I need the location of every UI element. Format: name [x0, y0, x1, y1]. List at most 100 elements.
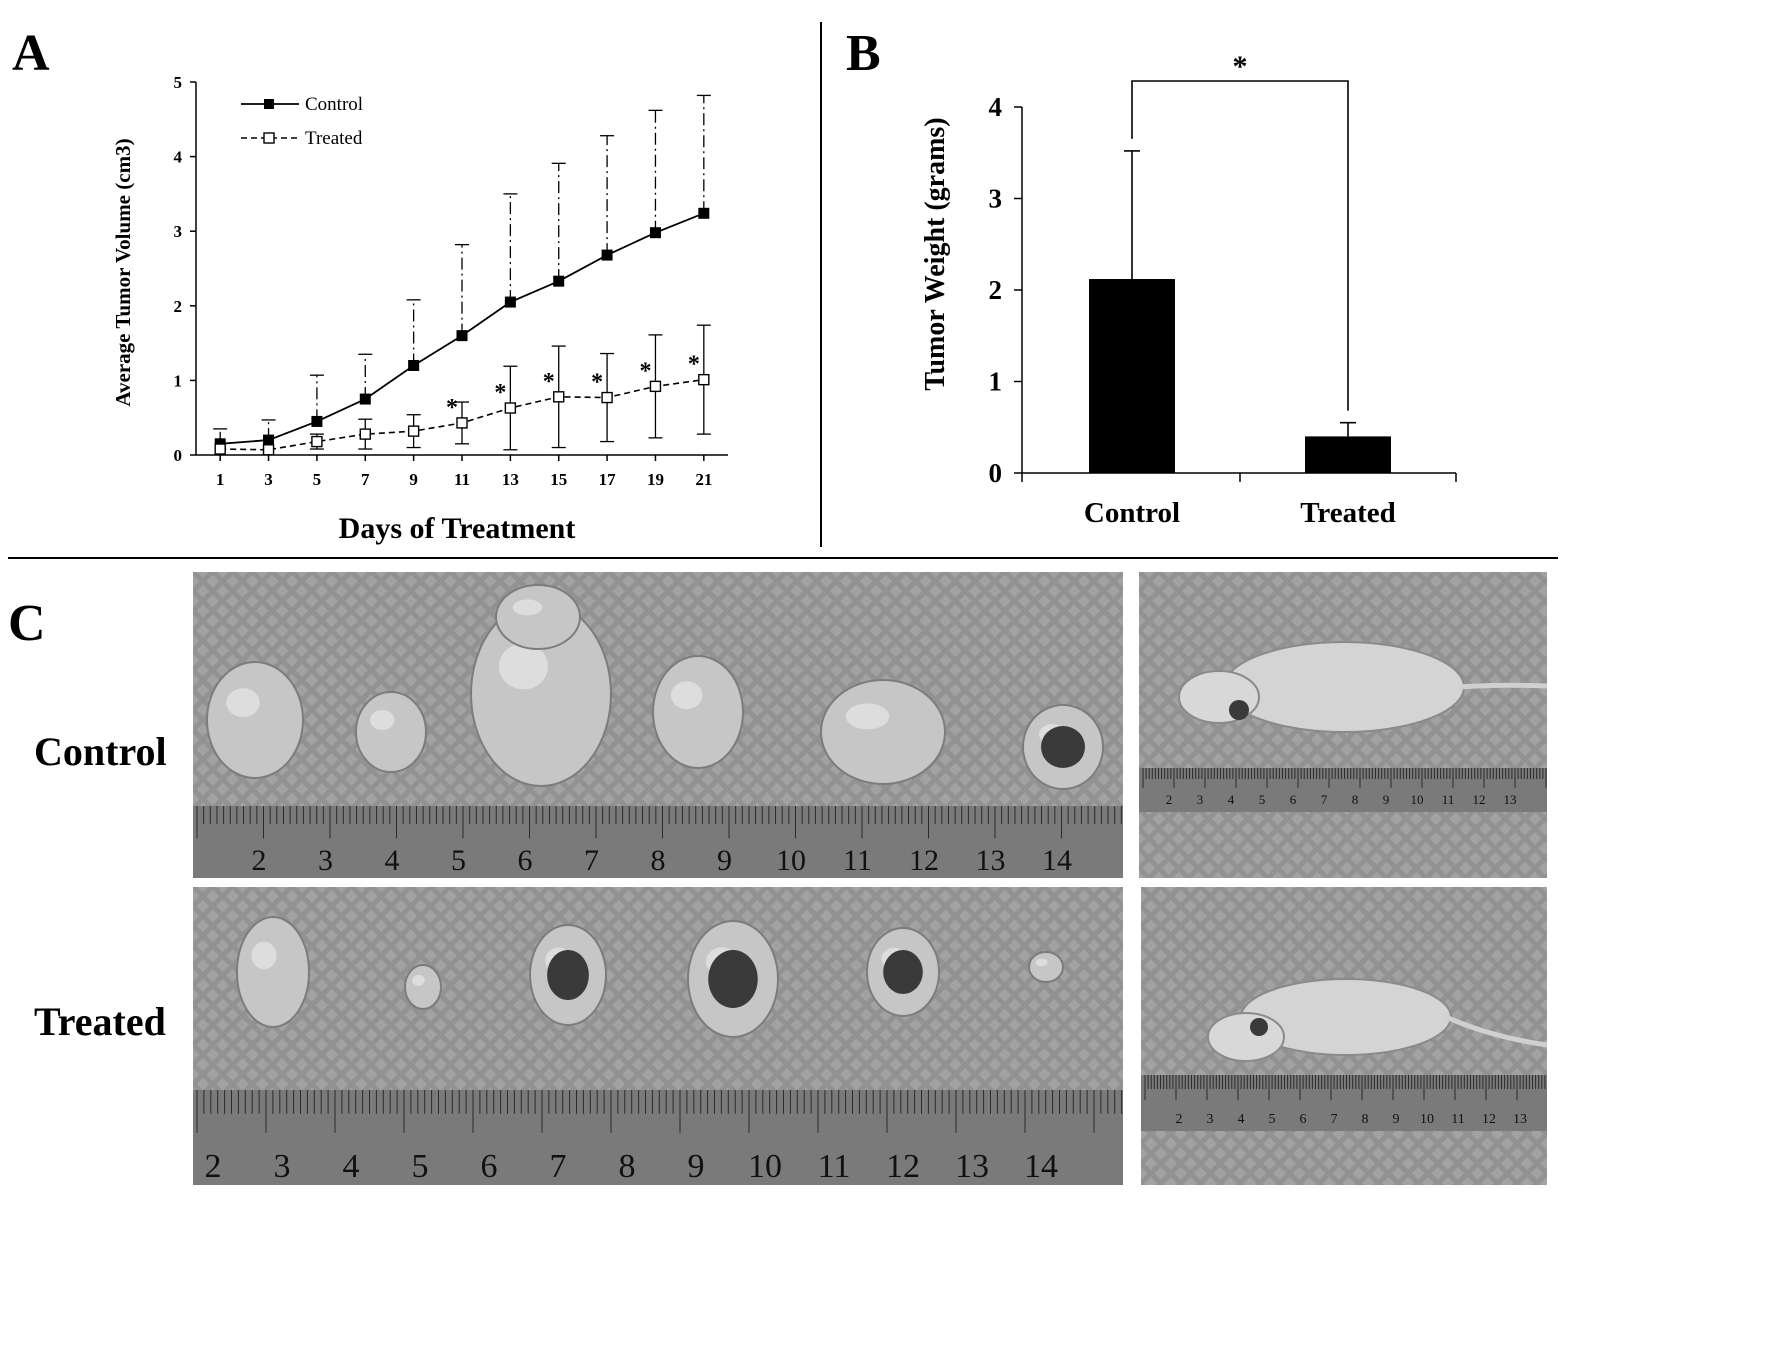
mouse-ruler-number: 11 — [1442, 792, 1455, 807]
mouse-tail — [1444, 1014, 1547, 1048]
mouse-ruler — [1139, 768, 1547, 812]
ruler-number: 14 — [1024, 1148, 1058, 1185]
treated-point — [698, 373, 710, 386]
ruler-number: 14 — [1042, 844, 1072, 877]
tumor-highlight — [845, 703, 890, 730]
y-tick-label: 1 — [174, 371, 183, 390]
treated-point — [311, 435, 323, 448]
control-point — [408, 359, 420, 371]
significance-star: * — [446, 395, 458, 421]
y-tick-label: 4 — [989, 92, 1003, 122]
mouse-ruler-ticks — [1142, 768, 1547, 788]
tumor-highlight — [412, 974, 425, 986]
tumor — [206, 661, 304, 779]
category-label: Treated — [1300, 497, 1396, 529]
tumor-necrotic-core — [708, 950, 758, 1008]
mouse-ruler-number: 7 — [1331, 1112, 1338, 1127]
control-point — [359, 393, 371, 405]
significance-star: * — [688, 352, 700, 378]
y-tick-label: 4 — [174, 148, 183, 167]
tumor-highlight — [512, 599, 543, 616]
ruler-ticks — [196, 1090, 1123, 1133]
row-label-treated: Treated — [34, 999, 166, 1044]
x-tick-label: 3 — [264, 470, 273, 489]
panel-label-b: B — [846, 25, 881, 82]
control-point — [649, 227, 661, 239]
tumor — [652, 655, 744, 769]
tumor-highlight — [251, 941, 277, 970]
mouse-head — [1207, 1012, 1285, 1062]
tumor-highlight — [1035, 958, 1048, 967]
ruler-number: 11 — [843, 844, 872, 877]
treated-point — [359, 428, 371, 440]
ruler-number: 7 — [550, 1148, 567, 1185]
y-tick-label: 0 — [989, 458, 1003, 488]
ruler-number: 5 — [412, 1148, 429, 1185]
ruler-number: 10 — [748, 1148, 782, 1185]
x-tick-label: 21 — [695, 470, 712, 489]
treated-point — [601, 391, 613, 404]
control-point — [311, 415, 323, 427]
y-tick-label: 0 — [174, 446, 183, 465]
tumor-highlight — [499, 643, 548, 690]
control-point — [456, 330, 468, 342]
treated-point — [214, 443, 226, 455]
ruler-number: 6 — [481, 1148, 498, 1185]
ruler-number: 9 — [717, 844, 732, 877]
mouse-ruler-number: 10 — [1411, 792, 1424, 807]
control-point — [698, 207, 710, 219]
treated-point — [553, 391, 565, 403]
mouse-ruler-number: 13 — [1513, 1112, 1527, 1127]
ruler-number: 2 — [205, 1148, 222, 1185]
bar-treated — [1305, 436, 1391, 473]
treated-point — [407, 425, 420, 437]
treated-mouse-photo: 2 3 4 5 6 7 8 9 10 11 12 13 — [1141, 887, 1547, 1185]
mouse-ruler-number: 2 — [1176, 1112, 1183, 1127]
ruler-number: 8 — [651, 844, 666, 877]
tumor-highlight — [370, 710, 395, 730]
mouse-ruler-number: 13 — [1504, 792, 1517, 807]
ruler-number: 4 — [385, 844, 400, 877]
mouse-ruler-number: 12 — [1473, 792, 1486, 807]
mouse-ruler-number: 5 — [1269, 1112, 1276, 1127]
ruler-number: 9 — [688, 1148, 705, 1185]
ruler — [193, 1090, 1123, 1185]
significance-star: * — [1233, 50, 1248, 83]
y-axis-label: Tumor Weight (grams) — [920, 117, 951, 390]
mouse-ruler-ticks — [1144, 1075, 1546, 1101]
mouse-ruler-number: 9 — [1383, 792, 1390, 807]
horizontal-divider — [8, 557, 1558, 559]
ruler-number: 10 — [776, 844, 806, 877]
vertical-divider — [820, 22, 822, 547]
tumor — [404, 964, 442, 1010]
tumor-highlight — [671, 681, 703, 710]
significance-star: * — [591, 370, 603, 396]
x-tick-label: 9 — [409, 470, 418, 489]
tumor — [355, 691, 427, 773]
legend-control-label: Control — [305, 94, 363, 115]
bar-control — [1089, 279, 1175, 473]
tumor-necrotic-core — [547, 950, 589, 1000]
mouse-ruler-number: 11 — [1451, 1112, 1464, 1127]
ruler-number: 2 — [252, 844, 267, 877]
significance-star: * — [494, 380, 506, 406]
mouse-ruler-number: 5 — [1259, 792, 1266, 807]
treated-point — [262, 444, 275, 456]
control-point — [504, 296, 516, 308]
x-tick-label: 19 — [647, 470, 664, 489]
panel-label-c: C — [8, 595, 46, 652]
mouse-ruler-number: 6 — [1300, 1112, 1307, 1127]
significance-star: * — [639, 358, 651, 384]
control-tumors-photo: 2 3 4 5 6 7 8 9 10 11 12 13 14 — [193, 572, 1123, 878]
treated-point — [456, 417, 468, 429]
ruler-number: 3 — [318, 844, 333, 877]
mouse-ruler-number: 12 — [1482, 1112, 1496, 1127]
x-tick-label: 11 — [454, 470, 470, 489]
mouse-ruler-number: 6 — [1290, 792, 1297, 807]
treated-point — [649, 380, 662, 393]
ruler-number: 5 — [451, 844, 466, 877]
y-tick-label: 2 — [989, 275, 1003, 305]
x-tick-label: 1 — [216, 470, 225, 489]
y-tick-label: 3 — [174, 222, 183, 241]
